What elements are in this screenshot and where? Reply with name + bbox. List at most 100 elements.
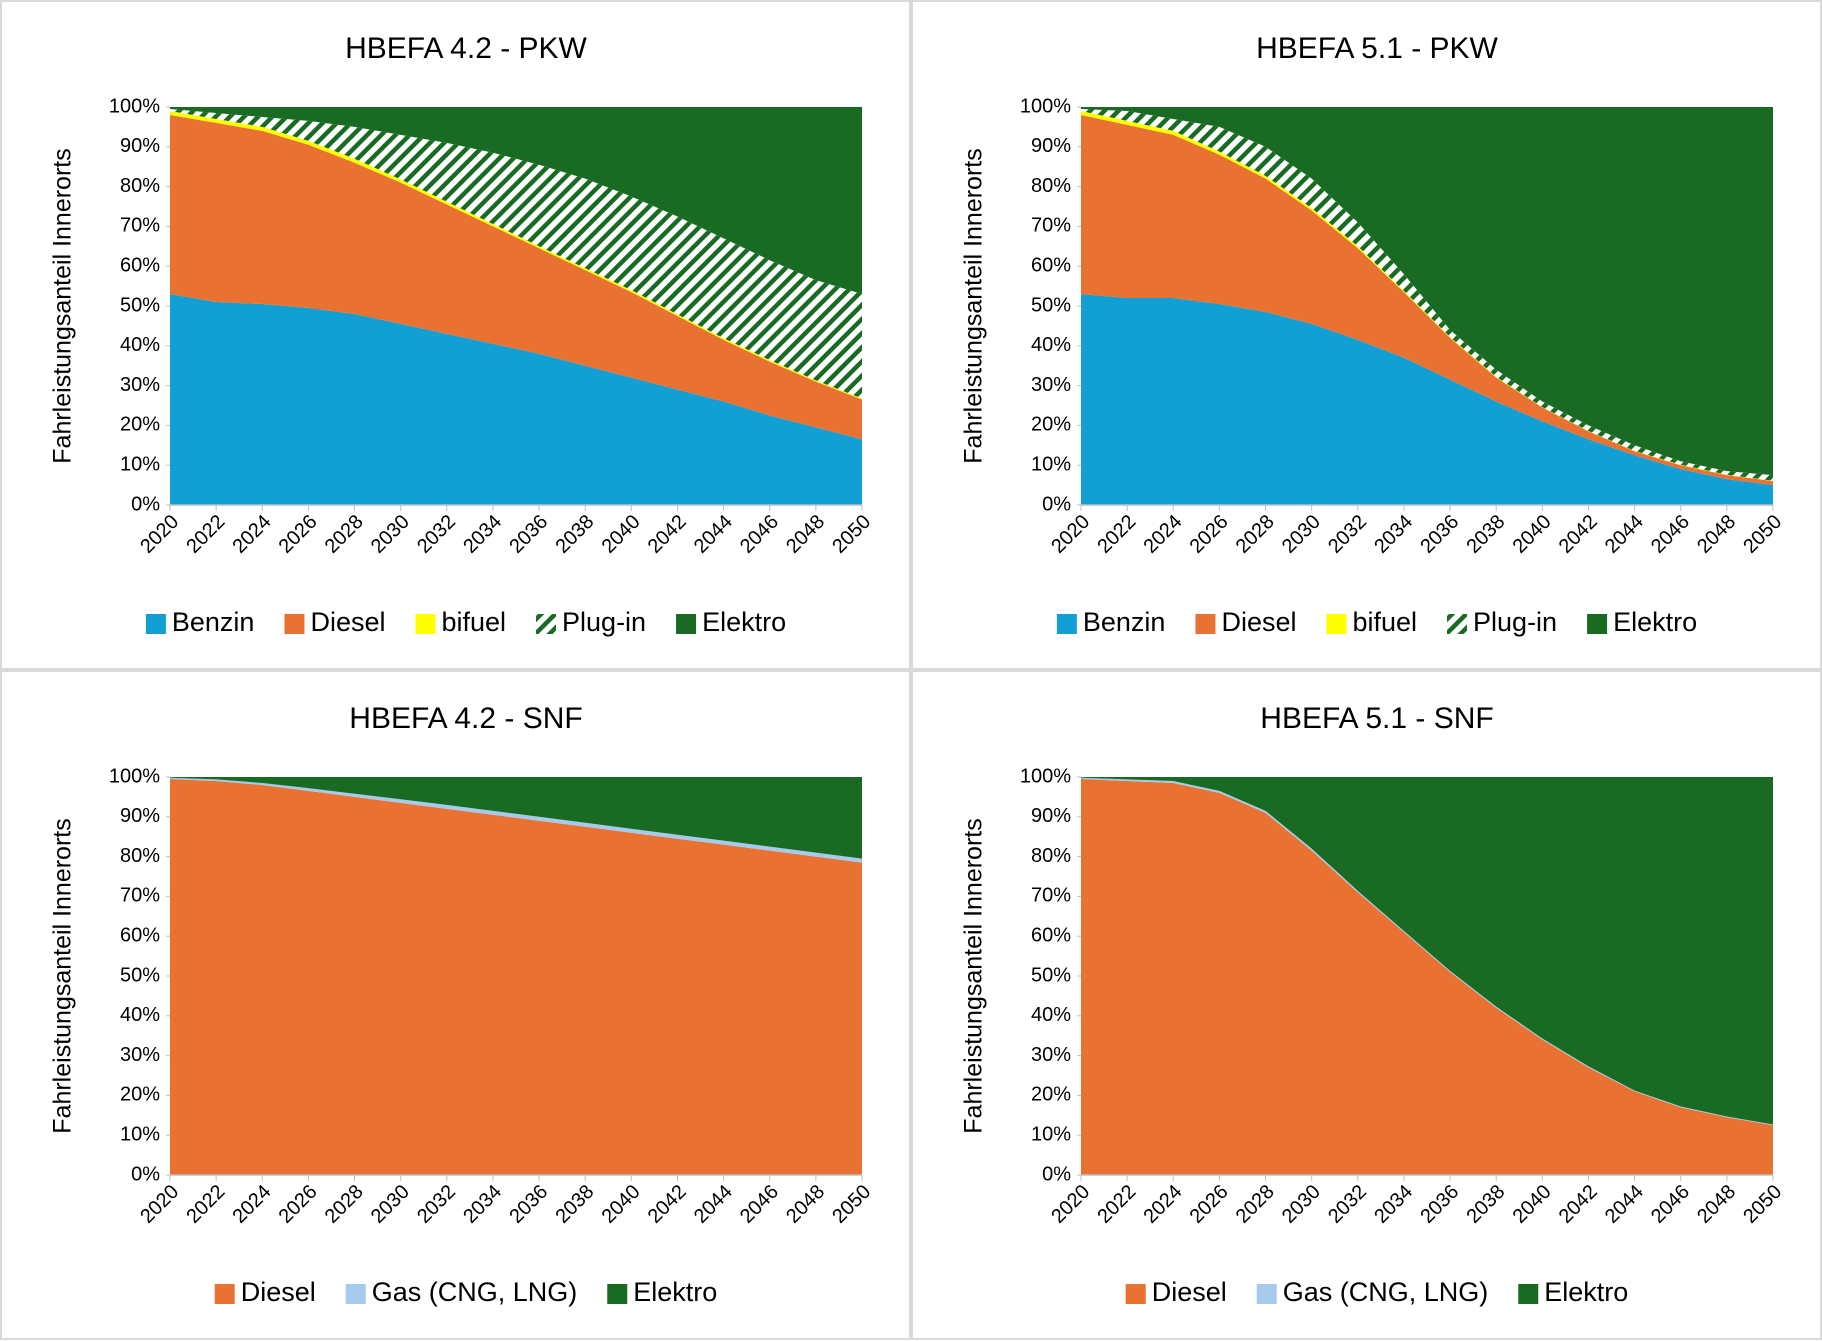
y-tick-label: 20% (1031, 414, 1071, 436)
x-tick-label: 2046 (736, 511, 783, 558)
legend-label: Elektro (1613, 607, 1697, 637)
y-tick-label: 40% (120, 334, 160, 356)
legend-label: Diesel (1221, 607, 1296, 637)
x-tick-label: 2042 (644, 1181, 691, 1228)
y-tick-label: 0% (1042, 493, 1071, 515)
legend-swatch (284, 614, 305, 634)
y-tick-label: 0% (131, 1163, 160, 1185)
legend-label: Elektro (1544, 1277, 1628, 1307)
legend-swatch (145, 614, 166, 634)
x-tick-label: 2024 (229, 1181, 276, 1228)
chart-panel: HBEFA 4.2 - SNF Fahrleistungsanteil Inner… (0, 670, 911, 1340)
chart-title: HBEFA 4.2 - SNF (349, 702, 582, 735)
legend-swatch (1125, 1284, 1146, 1304)
y-tick-label: 50% (120, 294, 160, 316)
chart-panel: HBEFA 4.2 - PKW Fahrleistungsanteil Inner… (0, 0, 911, 670)
x-tick-label: 2046 (1647, 1181, 1694, 1228)
legend-swatch (1326, 614, 1347, 634)
area (170, 108, 862, 399)
x-tick-label: 2044 (1601, 511, 1648, 558)
y-tick-label: 20% (120, 414, 160, 436)
x-tick-label: 2022 (1093, 511, 1140, 558)
y-tick-label: 20% (1031, 1084, 1071, 1106)
x-tick-label: 2032 (1324, 1181, 1371, 1228)
x-tick-label: 2038 (1462, 511, 1509, 558)
x-tick-label: 2028 (1232, 1181, 1279, 1228)
y-axis-title: Fahrleistungsanteil Innerorts (49, 818, 77, 1133)
area (1081, 778, 1773, 1175)
x-tick-label: 2022 (182, 1181, 229, 1228)
area (170, 777, 862, 859)
x-tick-label: 2036 (505, 1181, 552, 1228)
y-tick-label: 100% (109, 95, 160, 117)
x-tick-label: 2038 (551, 1181, 598, 1228)
x-tick-label: 2038 (551, 511, 598, 558)
legend-label: Gas (CNG, LNG) (372, 1277, 578, 1307)
legend: Diesel Gas (CNG, LNG) Elektro (214, 1277, 717, 1307)
chart-title: HBEFA 5.1 - SNF (1260, 702, 1493, 735)
x-tick-label: 2040 (598, 511, 645, 558)
y-tick-label: 0% (1042, 1163, 1071, 1185)
x-tick-label: 2048 (1693, 1181, 1740, 1228)
chart: HBEFA 4.2 - SNF Fahrleistungsanteil Inner… (49, 702, 876, 1307)
x-tick-label: 2024 (1140, 1181, 1187, 1228)
area (170, 110, 862, 400)
y-tick-label: 70% (120, 885, 160, 907)
y-tick-label: 50% (1031, 294, 1071, 316)
y-tick-label: 100% (1020, 95, 1071, 117)
x-tick-label: 2036 (505, 511, 552, 558)
legend-swatch (1447, 614, 1468, 634)
y-tick-label: 40% (1031, 334, 1071, 356)
x-tick-label: 2050 (1739, 1181, 1786, 1228)
y-tick-label: 10% (120, 453, 160, 475)
x-tick-label: 2028 (1232, 511, 1279, 558)
area (170, 114, 862, 440)
y-tick-label: 10% (1031, 1123, 1071, 1145)
x-tick-label: 2032 (413, 511, 460, 558)
y-tick-label: 30% (120, 374, 160, 396)
y-tick-label: 100% (109, 765, 160, 787)
y-tick-label: 70% (1031, 215, 1071, 237)
legend-swatch (607, 1284, 628, 1304)
y-tick-label: 100% (1020, 765, 1071, 787)
legend-label: bifuel (441, 607, 506, 637)
legend-label: Gas (CNG, LNG) (1283, 1277, 1489, 1307)
y-tick-label: 40% (120, 1004, 160, 1026)
area (170, 107, 862, 295)
chart-panel: HBEFA 5.1 - SNF Fahrleistungsanteil Inner… (911, 670, 1822, 1340)
area (170, 294, 862, 505)
y-tick-label: 50% (120, 964, 160, 986)
legend-label: Benzin (172, 607, 255, 637)
legend-label: bifuel (1352, 607, 1417, 637)
legend-swatch (1587, 614, 1608, 634)
x-tick-label: 2038 (1462, 1181, 1509, 1228)
area (1081, 107, 1773, 476)
x-tick-label: 2028 (321, 511, 368, 558)
x-tick-label: 2040 (1509, 511, 1556, 558)
x-tick-label: 2034 (459, 1181, 506, 1228)
x-tick-label: 2040 (598, 1181, 645, 1228)
y-tick-label: 60% (120, 254, 160, 276)
y-tick-label: 90% (120, 805, 160, 827)
x-tick-label: 2044 (690, 511, 737, 558)
y-tick-label: 90% (1031, 135, 1071, 157)
y-tick-label: 20% (120, 1084, 160, 1106)
legend-label: Benzin (1083, 607, 1166, 637)
legend-label: Plug-in (562, 607, 646, 637)
x-tick-label: 2042 (1555, 511, 1602, 558)
legend-swatch (415, 614, 436, 634)
legend-label: Elektro (702, 607, 786, 637)
x-tick-label: 2024 (1140, 511, 1187, 558)
x-tick-label: 2030 (367, 1181, 414, 1228)
x-tick-label: 2030 (367, 511, 414, 558)
x-tick-label: 2030 (1278, 1181, 1325, 1228)
x-tick-label: 2030 (1278, 511, 1325, 558)
x-tick-label: 2020 (136, 1181, 183, 1228)
legend-label: Diesel (1152, 1277, 1227, 1307)
legend: Benzin Diesel bifuel Plug-in Elektro (1056, 607, 1697, 637)
y-tick-label: 60% (120, 924, 160, 946)
area (1081, 294, 1773, 505)
y-tick-label: 70% (120, 215, 160, 237)
x-tick-label: 2050 (828, 511, 875, 558)
